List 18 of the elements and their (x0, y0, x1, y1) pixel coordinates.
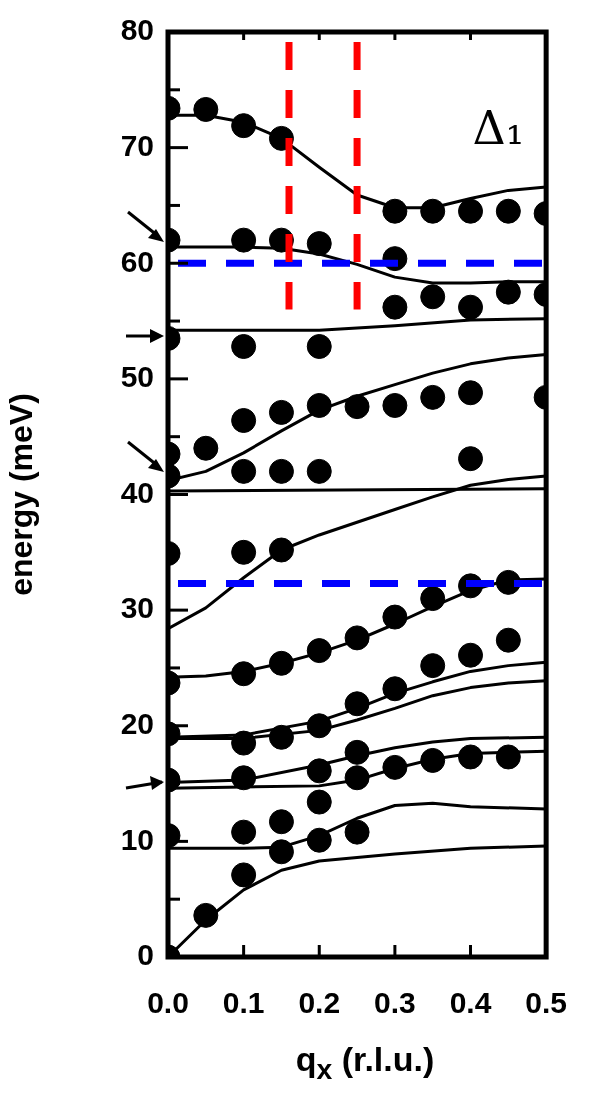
y-tick-label: 50 (120, 360, 154, 394)
x-tick-label: 0.5 (525, 986, 568, 1020)
y-tick-label: 80 (120, 13, 154, 47)
x-tick-label: 0.0 (147, 986, 189, 1020)
y-tick-label: 70 (120, 128, 154, 162)
y-tick-label: 0 (137, 938, 154, 972)
x-tick-label: 0.3 (374, 986, 416, 1020)
x-tick-label: 0.1 (222, 986, 265, 1020)
y-tick-label: 60 (120, 244, 154, 278)
x-tick-label: 0.4 (449, 986, 492, 1020)
y-tick-label: 10 (120, 822, 154, 856)
y-tick-label: 40 (120, 475, 154, 509)
annotation: Δ₁ (472, 101, 525, 155)
y-tick-label: 20 (120, 707, 154, 741)
x-axis-title: q$_{x}$ (r.l.u.) (294, 1040, 436, 1086)
y-tick-label: 30 (120, 591, 154, 625)
x-tick-label: 0.2 (298, 986, 341, 1020)
y-axis-title: energy (meV) (3, 393, 40, 596)
